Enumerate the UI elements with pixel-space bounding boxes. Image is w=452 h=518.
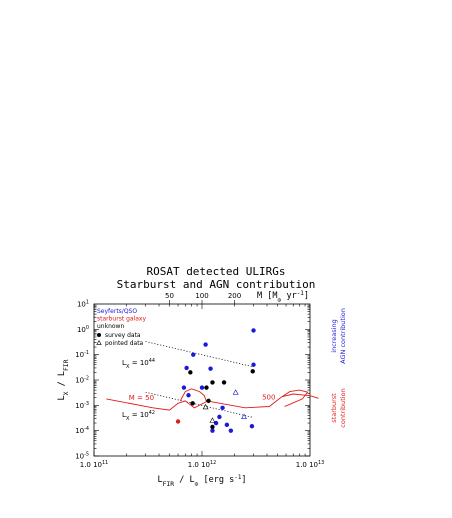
survey-point [251, 328, 256, 333]
starburst-curve-left [106, 398, 207, 411]
reference-line [145, 391, 254, 418]
survey-point [188, 370, 193, 375]
legend-class-entry: unknown [97, 323, 124, 330]
survey-point [210, 380, 215, 385]
x-tick-label: 1.0 1012 [188, 460, 217, 469]
survey-point [190, 401, 195, 406]
survey-point [220, 405, 225, 410]
side-annotations: increasing AGN contribution starburst contr… [330, 308, 347, 428]
side-annotation-starburst: starburst [330, 393, 338, 423]
plot-area [93, 303, 311, 457]
axis-labels: LFIR / L⊙ [erg s-1] LX / LFIR [57, 359, 247, 488]
survey-point [186, 393, 191, 398]
survey-point [175, 419, 181, 424]
survey-point [181, 385, 187, 390]
survey-point [213, 420, 219, 426]
y-tick-label: 100 [77, 325, 89, 334]
survey-point [204, 385, 209, 390]
starburst-curve-right-loop [281, 389, 309, 407]
survey-point [184, 365, 189, 371]
survey-point [221, 380, 227, 385]
top-tick-label: 200 [228, 292, 241, 300]
side-annotation-agn: increasing [330, 319, 338, 352]
survey-point [228, 428, 234, 433]
curve-label: M = 50 [129, 394, 154, 402]
x-tick-label: 1.0 1013 [296, 460, 325, 469]
chart-subtitle: Starburst and AGN contribution [117, 278, 316, 291]
curve-label: 500 [262, 393, 275, 401]
reference-line [145, 341, 254, 368]
data-points [175, 328, 256, 433]
top-tick-label: 50 [165, 292, 174, 300]
y-tick-label: 10-5 [75, 452, 89, 461]
survey-point [251, 362, 256, 367]
y-tick-label: 10-3 [75, 401, 89, 410]
axis-ticks: 1.0 1011 1.0 1012 1.0 1013 101 100 10-1 10-2 10… [75, 290, 324, 470]
pointed-point [202, 403, 209, 410]
y-tick-label: 101 [77, 300, 89, 309]
side-annotation-starburst: contribution [339, 388, 347, 427]
survey-point [210, 428, 215, 433]
pointed-point [232, 389, 239, 395]
survey-point [203, 342, 208, 347]
reference-line-label: LX = 1044 [122, 358, 155, 370]
chart-title: ROSAT detected ULIRGs [146, 265, 285, 278]
survey-point [191, 352, 196, 357]
top-tick-label: 100 [195, 292, 208, 300]
survey-point [249, 424, 255, 429]
survey-point [250, 369, 255, 374]
legend-marker-open-triangle [96, 339, 102, 345]
side-annotation-agn: AGN contribution [339, 308, 347, 364]
pointed-point [241, 413, 247, 419]
plot-border [93, 303, 311, 457]
survey-point [224, 422, 230, 428]
legend-marker-filled-circle [97, 333, 101, 337]
top-axis-label: M [M⊙ yr-1] [257, 290, 309, 305]
starburst-curves: M = 50 500 [106, 388, 319, 411]
survey-point [217, 414, 222, 420]
survey-point [206, 398, 211, 404]
legend-class-entry: Seyferts/QSO [97, 308, 137, 315]
survey-point [208, 366, 213, 371]
x-tick-label: 1.0 1011 [80, 460, 109, 469]
legend-marker-label: survey data [105, 332, 141, 339]
starburst-curve-left-loop [179, 388, 207, 402]
reference-line-label: LX = 1042 [122, 410, 155, 422]
y-tick-label: 10-4 [75, 426, 89, 435]
y-tick-label: 10-1 [75, 350, 89, 359]
x-axis-label: LFIR / L⊙ [erg s-1] [157, 474, 246, 489]
legend-class-entry: starburst galaxy [97, 316, 146, 323]
pointed-point [209, 417, 216, 423]
survey-point [199, 385, 205, 390]
y-tick-label: 10-2 [75, 376, 89, 385]
reference-lines: LX = 1044 LX = 1042 [122, 341, 254, 422]
y-axis-label: LX / LFIR [57, 359, 70, 400]
legend-marker-label: pointed data [105, 340, 144, 347]
survey-point [210, 424, 215, 430]
